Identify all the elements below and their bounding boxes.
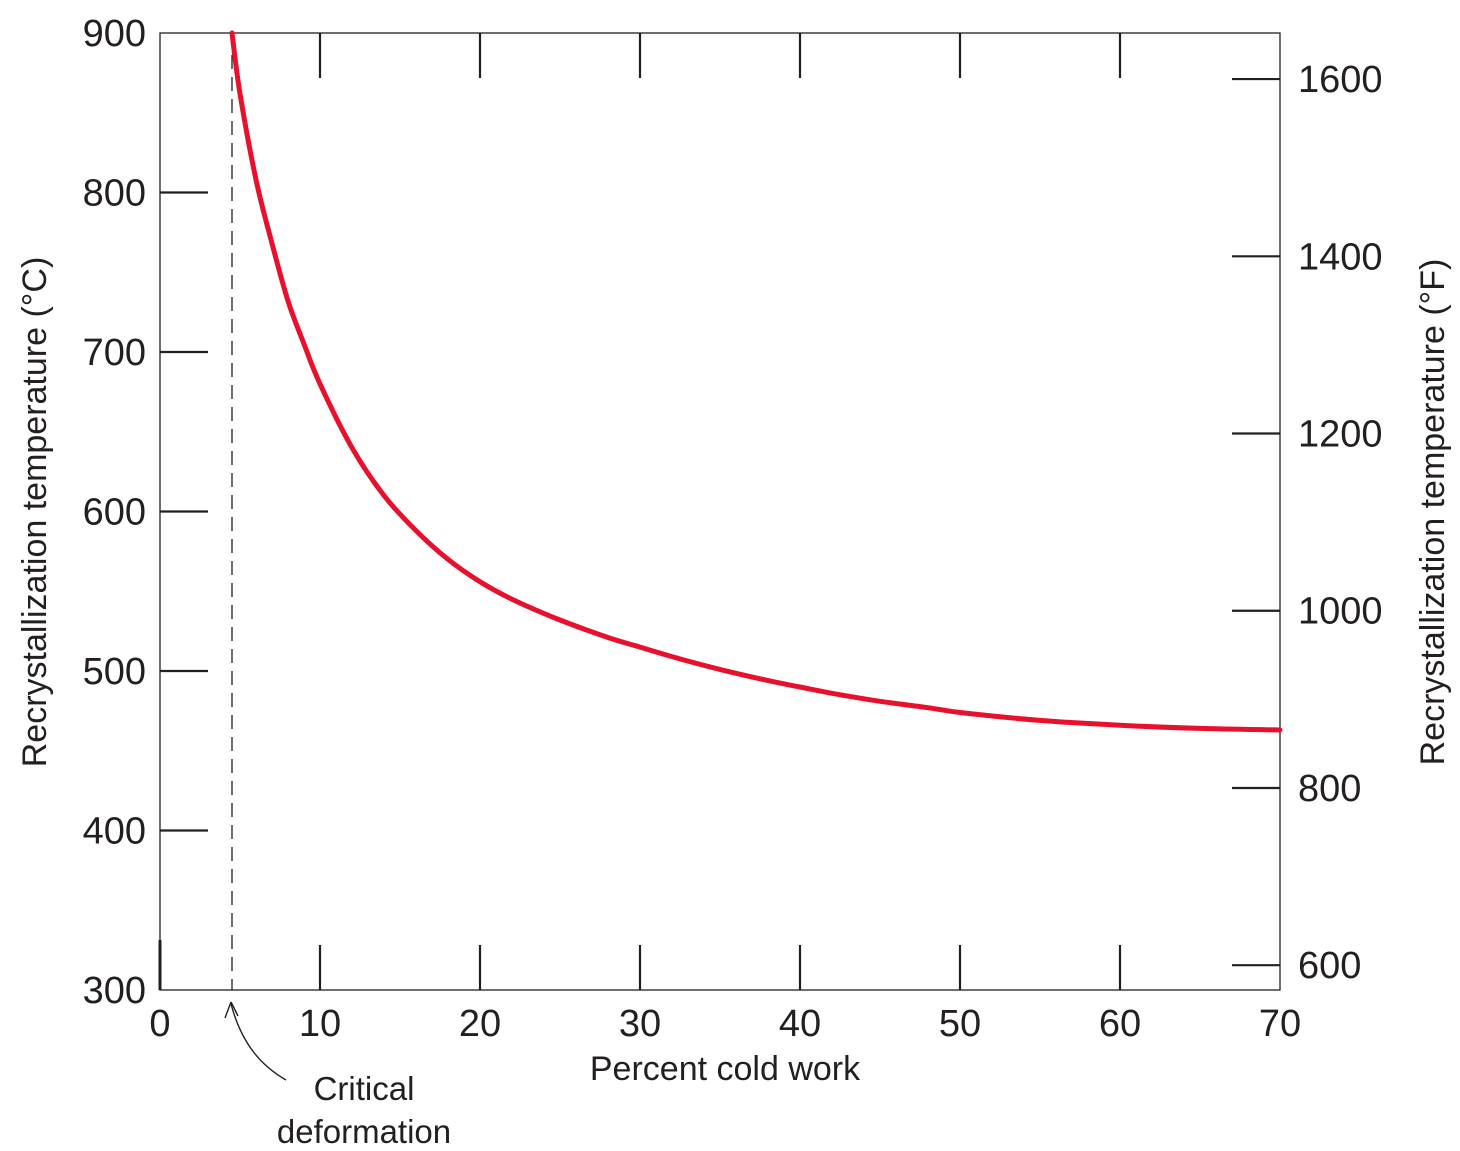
y-tick-label-right: 800 <box>1298 768 1361 810</box>
y-tick-label-right: 1600 <box>1298 59 1383 101</box>
x-tick-label: 30 <box>619 1003 661 1045</box>
x-tick-label: 10 <box>299 1003 341 1045</box>
x-axis-title: Percent cold work <box>590 1050 861 1088</box>
x-tick-label: 50 <box>939 1003 981 1045</box>
y-tick-label-left: 600 <box>83 492 146 534</box>
y-tick-label-left: 500 <box>83 651 146 693</box>
ticks <box>160 33 1280 990</box>
x-tick-label: 0 <box>149 1003 170 1045</box>
y-tick-label-right: 1000 <box>1298 591 1383 633</box>
y-axis-title-right: Recrystallization temperature (°F) <box>1414 259 1452 766</box>
annotation-deformation: deformation <box>277 1113 451 1150</box>
annotation-arrow <box>230 1003 287 1081</box>
x-tick-label: 40 <box>779 1003 821 1045</box>
x-tick-label: 60 <box>1099 1003 1141 1045</box>
y-tick-label-left: 400 <box>83 811 146 853</box>
annotation-critical: Critical <box>314 1070 415 1107</box>
y-tick-label-left: 900 <box>83 13 146 55</box>
x-tick-label: 20 <box>459 1003 501 1045</box>
plot-frame <box>159 32 1281 991</box>
y-axis-title-left: Recrystallization temperature (°C) <box>16 257 54 768</box>
y-tick-label-left: 700 <box>83 332 146 374</box>
curve-layer <box>229 30 1283 733</box>
annotation-arrowhead <box>224 1001 239 1019</box>
series-line-0 <box>229 30 1283 733</box>
y-tick-label-left: 800 <box>83 173 146 215</box>
x-tick-label: 70 <box>1259 1003 1301 1045</box>
axes <box>158 32 1281 991</box>
y-tick-label-right: 1200 <box>1298 414 1383 456</box>
y-tick-label-right: 1400 <box>1298 236 1383 278</box>
y-tick-label-left: 300 <box>83 970 146 1012</box>
tick-labels: 0 10 20 30 40 50 60 70 300 400 500 600 700 800 900 600 8… <box>83 13 1383 1045</box>
y-tick-label-right: 600 <box>1298 945 1361 987</box>
